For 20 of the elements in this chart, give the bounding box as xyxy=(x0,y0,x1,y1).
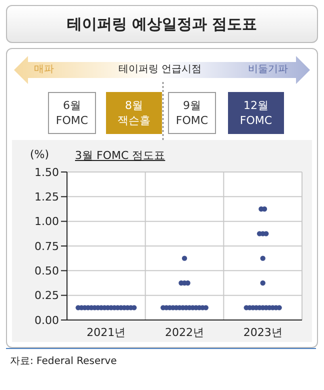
chart-title: 테이퍼링 예상일정과 점도표 xyxy=(66,14,258,34)
y-tick-label: 1.50 xyxy=(34,166,59,179)
y-tick-label: 0.25 xyxy=(34,289,59,302)
x-tick-label: 2022년 xyxy=(165,326,204,339)
x-tick-label: 2023년 xyxy=(243,326,282,339)
text: 12월 FOMC xyxy=(240,98,272,128)
y-tick-label: 1.25 xyxy=(34,190,59,204)
y-tick-label: 0.00 xyxy=(34,314,59,327)
x-tick-label: 2021년 xyxy=(86,326,126,339)
y-axis-title: (%) xyxy=(30,148,50,161)
text: 자료: Federal Reserve xyxy=(10,356,117,367)
text: 매파 xyxy=(34,64,54,75)
y-tick-label: 1.00 xyxy=(34,215,59,228)
y-tick-label: 0.75 xyxy=(34,240,59,253)
text: 6월 FOMC xyxy=(56,98,88,128)
y-tick-label: 0.50 xyxy=(34,264,59,278)
text: 9월 FOMC xyxy=(176,98,208,128)
text: 비둘기파 xyxy=(248,64,288,75)
text: 테이퍼링 언급시점 xyxy=(118,64,202,75)
text: 8월 잭슨홀 xyxy=(118,98,150,128)
